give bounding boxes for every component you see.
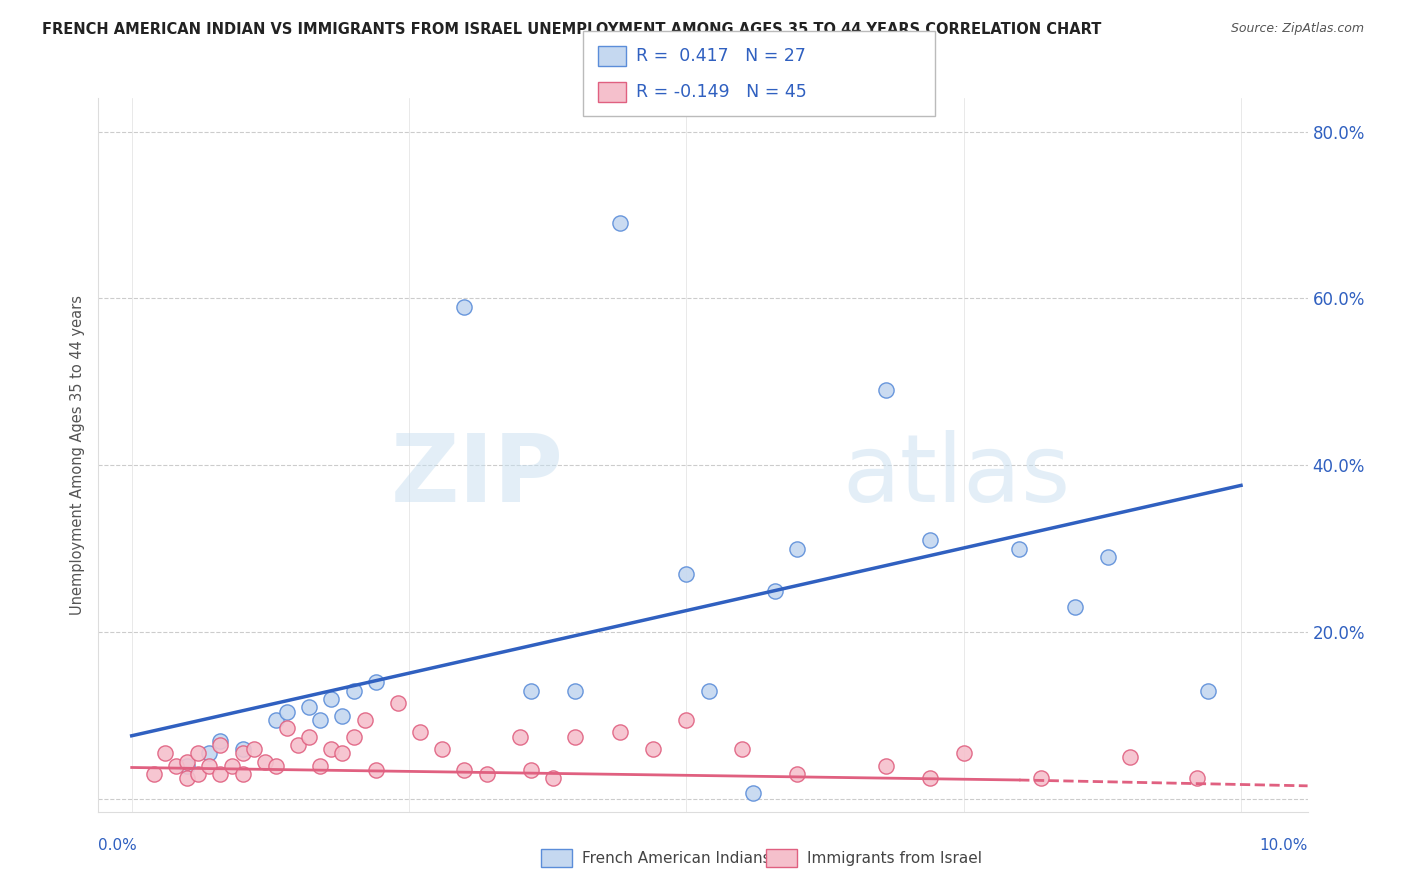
- Text: ZIP: ZIP: [391, 430, 564, 523]
- Point: [332, 708, 354, 723]
- Point: [264, 759, 287, 773]
- Point: [232, 747, 254, 761]
- Point: [1185, 772, 1208, 786]
- Point: [221, 759, 243, 773]
- Point: [731, 742, 754, 756]
- Point: [609, 216, 631, 230]
- Point: [1197, 683, 1219, 698]
- Point: [176, 755, 198, 769]
- Point: [209, 738, 232, 752]
- Point: [1097, 550, 1119, 565]
- Point: [1031, 772, 1053, 786]
- Text: 10.0%: 10.0%: [1260, 838, 1308, 854]
- Text: French American Indians: French American Indians: [582, 851, 770, 865]
- Point: [276, 705, 298, 719]
- Point: [276, 721, 298, 735]
- Text: Immigrants from Israel: Immigrants from Israel: [807, 851, 981, 865]
- Point: [875, 383, 897, 397]
- Point: [541, 772, 564, 786]
- Point: [309, 713, 332, 727]
- Point: [232, 767, 254, 781]
- Point: [1063, 600, 1085, 615]
- Point: [920, 772, 942, 786]
- Point: [321, 692, 343, 706]
- Point: [520, 763, 543, 777]
- Point: [153, 747, 176, 761]
- Text: R = -0.149   N = 45: R = -0.149 N = 45: [636, 83, 806, 101]
- Point: [409, 725, 432, 739]
- Point: [309, 759, 332, 773]
- Point: [520, 683, 543, 698]
- Text: R =  0.417   N = 27: R = 0.417 N = 27: [636, 47, 806, 65]
- Text: 0.0%: 0.0%: [98, 838, 138, 854]
- Text: FRENCH AMERICAN INDIAN VS IMMIGRANTS FROM ISRAEL UNEMPLOYMENT AMONG AGES 35 TO 4: FRENCH AMERICAN INDIAN VS IMMIGRANTS FRO…: [42, 22, 1101, 37]
- Point: [198, 747, 221, 761]
- Point: [176, 759, 198, 773]
- Text: Source: ZipAtlas.com: Source: ZipAtlas.com: [1230, 22, 1364, 36]
- Point: [353, 713, 375, 727]
- Point: [675, 713, 697, 727]
- Point: [697, 683, 720, 698]
- Point: [952, 747, 974, 761]
- Point: [364, 763, 387, 777]
- Point: [298, 700, 321, 714]
- Y-axis label: Unemployment Among Ages 35 to 44 years: Unemployment Among Ages 35 to 44 years: [70, 295, 86, 615]
- Point: [742, 786, 765, 800]
- Point: [209, 767, 232, 781]
- Point: [453, 300, 475, 314]
- Point: [564, 730, 586, 744]
- Point: [364, 675, 387, 690]
- Point: [387, 696, 409, 710]
- Point: [564, 683, 586, 698]
- Point: [176, 772, 198, 786]
- Point: [609, 725, 631, 739]
- Point: [209, 733, 232, 747]
- Point: [342, 730, 364, 744]
- Point: [786, 541, 808, 556]
- Point: [432, 742, 454, 756]
- Point: [298, 730, 321, 744]
- Point: [332, 747, 354, 761]
- Point: [187, 747, 209, 761]
- Point: [1008, 541, 1031, 556]
- Point: [675, 566, 697, 581]
- Point: [453, 763, 475, 777]
- Point: [1119, 750, 1142, 764]
- Point: [321, 742, 343, 756]
- Point: [165, 759, 187, 773]
- Point: [342, 683, 364, 698]
- Point: [242, 742, 264, 756]
- Point: [198, 759, 221, 773]
- Point: [253, 755, 276, 769]
- Point: [187, 767, 209, 781]
- Point: [264, 713, 287, 727]
- Point: [641, 742, 664, 756]
- Point: [142, 767, 165, 781]
- Point: [509, 730, 531, 744]
- Point: [920, 533, 942, 548]
- Point: [475, 767, 498, 781]
- Point: [232, 742, 254, 756]
- Point: [786, 767, 808, 781]
- Text: atlas: atlas: [842, 430, 1070, 523]
- Point: [287, 738, 309, 752]
- Point: [875, 759, 897, 773]
- Point: [763, 583, 786, 598]
